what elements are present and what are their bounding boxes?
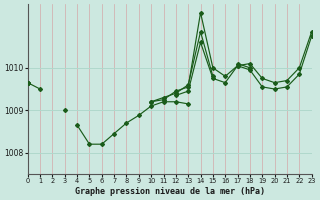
X-axis label: Graphe pression niveau de la mer (hPa): Graphe pression niveau de la mer (hPa) xyxy=(75,187,265,196)
